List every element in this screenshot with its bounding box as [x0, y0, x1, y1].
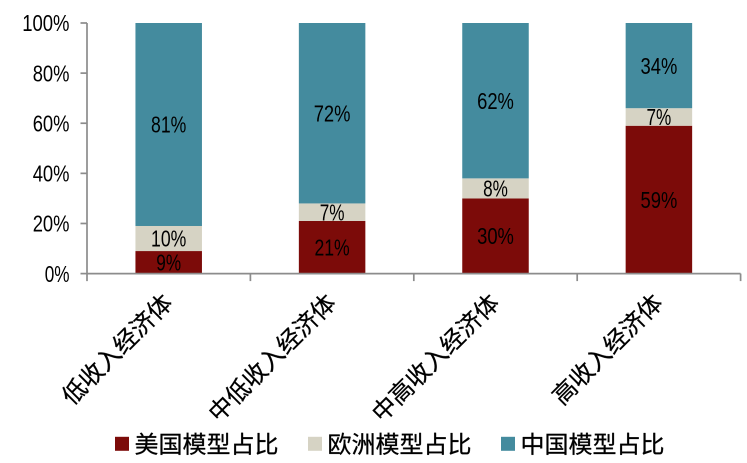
svg-text:81%: 81%	[151, 112, 186, 138]
svg-text:10%: 10%	[151, 226, 186, 252]
svg-text:9%: 9%	[156, 250, 181, 276]
svg-text:100%: 100%	[22, 10, 69, 36]
svg-text:20%: 20%	[33, 211, 70, 237]
svg-text:62%: 62%	[477, 88, 514, 114]
svg-text:8%: 8%	[483, 176, 508, 202]
svg-text:30%: 30%	[477, 223, 514, 249]
svg-text:40%: 40%	[33, 161, 70, 187]
svg-text:80%: 80%	[33, 60, 70, 86]
svg-text:0%: 0%	[45, 261, 70, 287]
svg-text:60%: 60%	[33, 110, 70, 136]
svg-text:72%: 72%	[314, 100, 351, 126]
svg-text:7%: 7%	[320, 199, 345, 225]
svg-text:34%: 34%	[641, 53, 678, 79]
svg-text:7%: 7%	[647, 104, 672, 130]
svg-text:21%: 21%	[314, 235, 349, 261]
svg-text:59%: 59%	[641, 187, 678, 213]
